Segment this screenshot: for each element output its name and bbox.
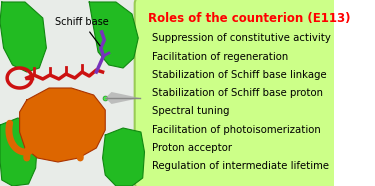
Text: Schiff base: Schiff base — [55, 17, 109, 46]
Text: Proton acceptor: Proton acceptor — [152, 143, 232, 153]
Text: Facilitation of regeneration: Facilitation of regeneration — [152, 52, 288, 62]
Text: Spectral tuning: Spectral tuning — [152, 106, 229, 116]
Text: Facilitation of photoisomerization: Facilitation of photoisomerization — [152, 125, 320, 135]
Polygon shape — [20, 88, 105, 162]
Polygon shape — [89, 2, 138, 68]
Text: Suppression of constitutive activity: Suppression of constitutive activity — [152, 33, 330, 43]
Polygon shape — [0, 118, 38, 186]
Polygon shape — [105, 92, 140, 104]
Text: Stabilization of Schiff base proton: Stabilization of Schiff base proton — [152, 88, 322, 98]
FancyBboxPatch shape — [0, 0, 144, 186]
Polygon shape — [103, 128, 144, 186]
Text: Regulation of intermediate lifetime: Regulation of intermediate lifetime — [152, 161, 328, 171]
Polygon shape — [0, 2, 46, 72]
Text: Stabilization of Schiff base linkage: Stabilization of Schiff base linkage — [152, 70, 326, 80]
Text: Roles of the counterion (E113): Roles of the counterion (E113) — [148, 12, 351, 25]
FancyBboxPatch shape — [135, 0, 337, 186]
